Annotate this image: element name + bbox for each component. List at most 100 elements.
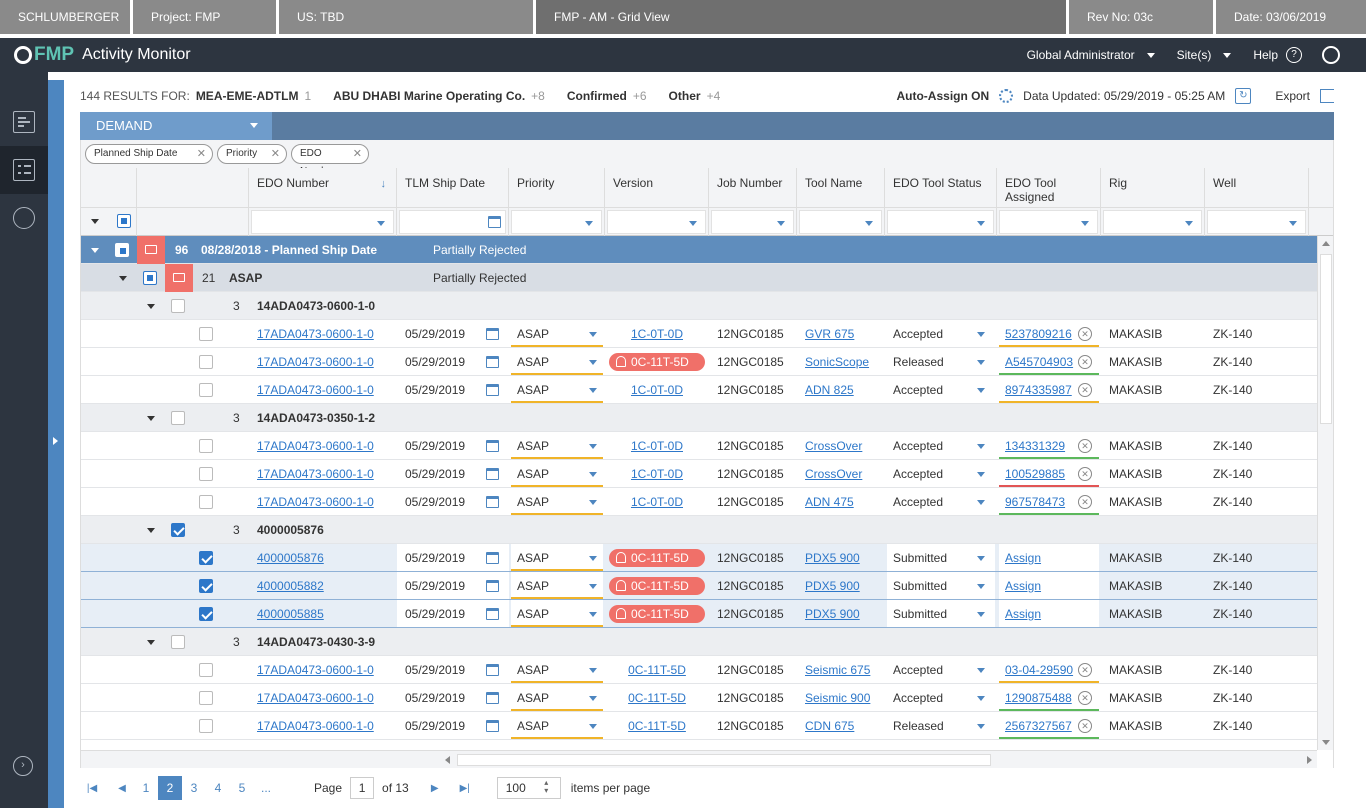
ship-date-cell[interactable] [397, 348, 509, 375]
demand-dropdown[interactable]: DEMAND [80, 112, 272, 140]
role-menu[interactable]: Global Administrator [1027, 48, 1155, 62]
prev-page-icon[interactable]: ◀ [118, 782, 126, 794]
rig-filter[interactable] [1103, 210, 1202, 234]
table-row[interactable]: 4000005885 05/29/2019 ASAP 0C-11T-5D 12NGC01… [81, 600, 1317, 628]
collapse-icon[interactable] [147, 528, 155, 533]
group-checkbox[interactable] [171, 411, 185, 425]
tool-name-filter[interactable] [799, 210, 882, 234]
export-button[interactable]: Export [1275, 89, 1310, 103]
collapse-icon[interactable] [147, 640, 155, 645]
calendar-icon[interactable] [486, 608, 499, 620]
tool-name-link[interactable]: CrossOver [805, 467, 863, 481]
group-checkbox[interactable] [171, 635, 185, 649]
scroll-thumb[interactable] [1320, 254, 1332, 424]
version-link[interactable]: 1C-0T-0D [630, 327, 683, 341]
ship-date-cell[interactable] [397, 488, 509, 515]
version-alert-badge[interactable]: 0C-11T-5D [609, 577, 705, 595]
close-icon[interactable]: ✕ [270, 148, 280, 160]
group-checkbox[interactable] [143, 271, 157, 285]
edo-number-link[interactable]: 17ADA0473-0600-1-0 [257, 327, 374, 341]
column-header[interactable]: Version [605, 168, 709, 208]
tool-assigned-link[interactable]: Assign [1005, 579, 1042, 593]
tool-assigned-link[interactable]: Assign [1005, 551, 1042, 565]
app-logo[interactable]: FMP [14, 44, 74, 66]
version-link[interactable]: 0C-11T-5D [628, 719, 686, 733]
filter-label[interactable]: Other [668, 89, 701, 103]
priority-select[interactable] [511, 600, 603, 627]
tool-name-link[interactable]: SonicScope [805, 355, 870, 369]
tool-assigned-link[interactable]: 5237809216 [1005, 327, 1072, 341]
sort-down-icon[interactable]: ↓ [380, 178, 387, 190]
side-panel-toggle[interactable] [48, 80, 64, 808]
horizontal-scrollbar[interactable] [81, 750, 1317, 768]
table-row[interactable]: 4000005876 05/29/2019 ASAP 0C-11T-5D 12NGC01… [81, 544, 1317, 572]
ship-date-cell[interactable] [397, 600, 509, 627]
priority-select[interactable] [511, 656, 603, 683]
clear-icon[interactable]: ✕ [1078, 719, 1092, 733]
priority-select[interactable] [511, 544, 603, 571]
scroll-up-icon[interactable] [1322, 241, 1330, 246]
priority-select[interactable] [511, 460, 603, 487]
page-button[interactable]: 2 [158, 776, 182, 800]
column-header[interactable]: Rig [1101, 168, 1205, 208]
table-row[interactable]: 17ADA0473-0600-1-0 05/29/2019 ASAP 1C-0T-0D… [81, 376, 1317, 404]
row-checkbox[interactable] [199, 495, 213, 509]
nav-checklist-button[interactable] [0, 146, 48, 194]
page-input[interactable]: 1 [350, 777, 375, 799]
tool-assigned-link[interactable]: 100529885 [1005, 467, 1066, 481]
calendar-icon[interactable] [486, 328, 499, 340]
row-checkbox[interactable] [199, 607, 213, 621]
close-icon[interactable]: ✕ [196, 148, 206, 160]
vertical-scrollbar[interactable] [1317, 236, 1333, 750]
version-alert-badge[interactable]: 0C-11T-5D [609, 605, 705, 623]
tool-assigned-link[interactable]: 03-04-29590 [1005, 663, 1074, 677]
group-chip[interactable]: EDO Number✕ [291, 144, 369, 177]
gear-icon[interactable] [999, 89, 1014, 103]
edo-number-link[interactable]: 17ADA0473-0600-1-0 [257, 355, 374, 369]
tool-assigned-link[interactable]: 134331329 [1005, 439, 1066, 453]
priority-select[interactable] [511, 488, 603, 515]
nav-list-button[interactable] [0, 98, 48, 146]
version-filter[interactable] [607, 210, 706, 234]
group-row-level3[interactable]: 3 14ADA0473-0600-1-0 [81, 292, 1317, 320]
well-filter[interactable] [1207, 210, 1306, 234]
table-row[interactable]: 17ADA0473-0600-1-0 05/29/2019 ASAP 1C-0T-0D… [81, 488, 1317, 516]
group-row-level3[interactable]: 3 14ADA0473-0430-3-9 [81, 628, 1317, 656]
calendar-icon[interactable] [486, 384, 499, 396]
tool-name-link[interactable]: CDN 675 [805, 719, 855, 733]
scroll-left-icon[interactable] [445, 756, 450, 764]
edo-number-link[interactable]: 4000005882 [257, 579, 324, 593]
row-checkbox[interactable] [199, 691, 213, 705]
table-row[interactable]: 17ADA0473-0600-1-0 05/29/2019 ASAP 0C-11T-5… [81, 684, 1317, 712]
row-checkbox[interactable] [199, 467, 213, 481]
items-per-page-select[interactable]: 100 [496, 777, 561, 799]
group-chip[interactable]: Priority ✕ [217, 144, 287, 164]
calendar-icon[interactable] [486, 580, 499, 592]
scroll-right-icon[interactable] [1307, 756, 1312, 764]
ship-date-cell[interactable] [397, 320, 509, 347]
calendar-icon[interactable] [486, 496, 499, 508]
priority-select[interactable] [511, 684, 603, 711]
edo-number-link[interactable]: 17ADA0473-0600-1-0 [257, 467, 374, 481]
collapse-icon[interactable] [119, 276, 127, 281]
version-link[interactable]: 1C-0T-0D [630, 467, 683, 481]
tool-assigned-link[interactable]: 8974335987 [1005, 383, 1072, 397]
edo-number-link[interactable]: 4000005885 [257, 607, 324, 621]
table-row[interactable]: 4000005882 05/29/2019 ASAP 0C-11T-5D 12NGC01… [81, 572, 1317, 600]
ship-date-cell[interactable] [397, 460, 509, 487]
sites-menu[interactable]: Site(s) [1177, 48, 1232, 62]
expand-nav-icon[interactable]: › [13, 756, 33, 776]
version-alert-badge[interactable]: 0C-11T-5D [609, 549, 705, 567]
clear-icon[interactable]: ✕ [1078, 467, 1092, 481]
close-icon[interactable]: ✕ [352, 148, 362, 160]
filter-label[interactable]: Confirmed [566, 89, 627, 103]
clear-icon[interactable]: ✕ [1078, 355, 1092, 369]
clear-icon[interactable]: ✕ [1078, 691, 1092, 705]
calendar-icon[interactable] [486, 664, 499, 676]
edo-number-link[interactable]: 17ADA0473-0600-1-0 [257, 495, 374, 509]
tool-assigned-link[interactable]: Assign [1005, 607, 1042, 621]
tool-assigned-filter[interactable] [999, 210, 1098, 234]
ship-date-cell[interactable] [397, 684, 509, 711]
priority-select[interactable] [511, 712, 603, 739]
table-row[interactable]: 17ADA0473-0600-1-0 05/29/2019 ASAP 1C-0T-0D… [81, 460, 1317, 488]
